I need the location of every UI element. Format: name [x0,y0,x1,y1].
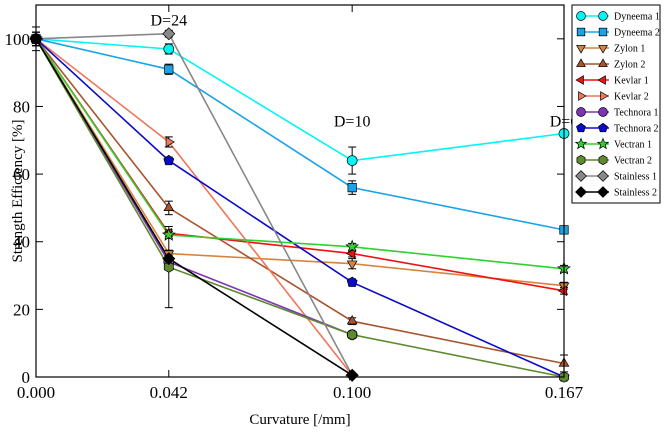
legend-marker [597,75,606,85]
series-line-zylon-2 [35,38,565,365]
legend-label: Kevlar 1 [614,76,649,87]
legend-marker [578,91,587,101]
legend-label: Zylon 2 [614,60,645,71]
legend-marker [600,91,609,101]
data-point [346,260,358,270]
data-point [345,239,360,253]
legend-entry: Vectran 2 [576,154,652,167]
series-line-stainless-2 [35,38,353,376]
legend-marker [598,11,608,21]
legend-marker [598,58,608,67]
legend-label: Zylon 1 [614,44,645,55]
data-point [162,252,176,266]
series-line-kevlar-1 [35,38,565,292]
legend-label: Vectran 2 [614,156,652,167]
legend-label: Stainless 2 [614,188,657,199]
y-tick-label: 0 [22,368,31,387]
data-point [165,136,175,148]
data-point [347,329,358,341]
legend-entry: Stainless 1 [575,170,657,183]
data-point [162,27,176,41]
legend-marker [575,170,587,182]
legend-label: Dyneema 2 [614,28,660,39]
data-point [164,64,174,74]
legend-label: Vectran 1 [614,140,652,151]
y-axis-label: Strength Efficiency [%] [10,119,26,262]
x-tick-label: 0.100 [333,383,371,402]
legend-marker [576,58,586,67]
series-line-technora-2 [35,38,565,378]
data-point [163,154,175,166]
x-tick-label: 0.042 [150,383,188,402]
series-line-vectran-1 [35,38,565,270]
legend-entry: Kevlar 1 [575,75,649,87]
legend-entry: Kevlar 2 [578,91,649,103]
data-point [557,285,568,297]
series-line-vectran-2 [35,38,565,378]
legend-label: Stainless 1 [614,172,657,183]
legend-box [571,4,661,204]
legend-marker [598,107,608,117]
y-tick-label: 100 [5,30,31,49]
series-line-zylon-1 [35,38,565,287]
series-line-kevlar-2 [35,38,353,376]
data-point [163,261,174,273]
legend-entry: Vectran 1 [574,137,652,151]
data-point [347,183,357,193]
plot-frame [35,4,565,378]
legend-marker [596,137,610,150]
legend-label: Technora 2 [614,124,659,135]
series-line-dyneema-1 [35,38,565,162]
legend-marker [598,27,608,37]
x-tick-label: 0.000 [17,383,55,402]
legend-marker [597,170,609,182]
y-tick-label: 80 [13,97,30,116]
y-tick-label: 60 [13,165,30,184]
legend-label: Technora 1 [614,108,659,119]
axes: Curvature [/mm] Strength Efficiency [%] … [5,4,584,428]
legend-entry: Stainless 2 [575,186,657,199]
data-point [163,201,175,212]
data-point [346,314,358,325]
legend-marker [598,154,608,166]
y-tick-label: 40 [13,233,30,252]
legend: Dyneema 1 Dyneema 2 Zylon 1 Zylon 2 Kevlar 1… [571,4,661,204]
plot-area: D=24D=10 D=6 [29,12,578,383]
legend-entry: Zylon 1 [576,44,645,55]
legend-label: Dyneema 1 [614,12,660,23]
legend-marker [598,122,608,133]
legend-label: Kevlar 2 [614,92,649,103]
data-point [346,276,358,287]
legend-entry: Zylon 2 [576,58,645,71]
legend-marker [598,45,608,54]
x-axis-label: Curvature [/mm] [249,412,350,428]
annotation: D=10 [334,114,371,131]
legend-marker [576,107,586,117]
legend-entry: Technora 2 [576,122,659,135]
data-point [346,155,358,166]
legend-marker [576,45,586,54]
legend-entry: Dyneema 1 [576,11,660,23]
annotation: D=24 [151,12,188,29]
data-point [345,248,356,259]
legend-marker [597,186,609,198]
legend-marker [575,75,584,85]
legend-entry: Technora 1 [576,107,659,119]
legend-marker [576,122,586,133]
legend-entry: Dyneema 2 [576,27,660,39]
legend-marker [575,186,587,198]
data-point [161,227,176,241]
legend-marker [576,11,586,21]
series-line-dyneema-2 [35,38,565,231]
legend-marker [576,27,586,37]
x-tick-label: 0.167 [545,383,584,402]
legend-marker [576,154,586,166]
y-tick-label: 20 [13,300,30,319]
legend-marker [574,137,588,150]
data-point [163,43,175,55]
